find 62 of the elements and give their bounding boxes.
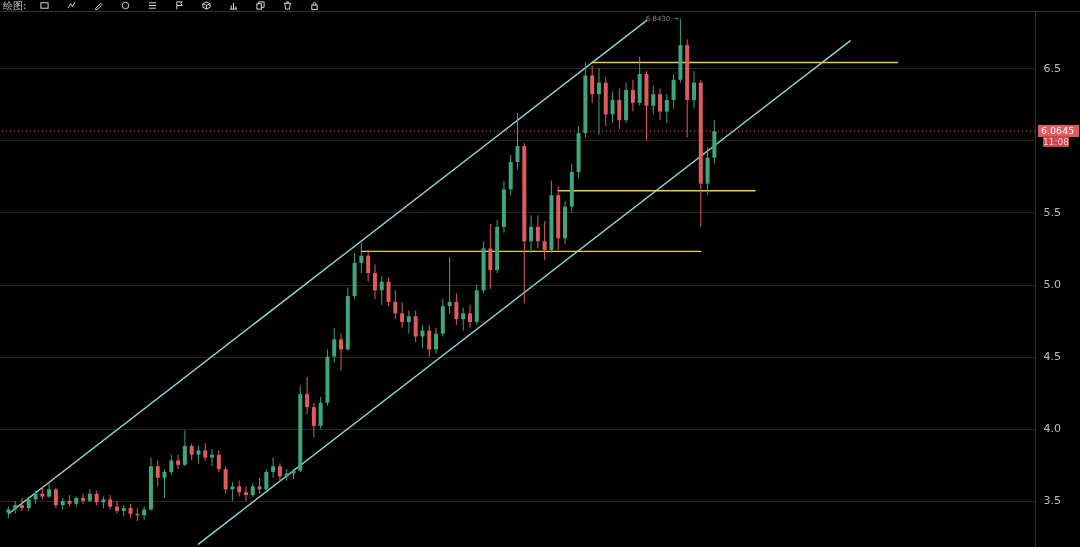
candlestick xyxy=(366,249,371,283)
candlestick xyxy=(318,396,323,430)
text: 11:08 xyxy=(1043,136,1070,147)
candlestick xyxy=(271,457,276,479)
candlestick xyxy=(243,485,248,502)
candlestick xyxy=(630,79,635,112)
candlestick xyxy=(447,256,452,314)
candlestick xyxy=(53,487,58,509)
y-tick-label: 5.5 xyxy=(1043,205,1061,219)
candlestick xyxy=(393,289,398,320)
candlestick xyxy=(277,462,282,482)
candlestick xyxy=(434,327,439,355)
candlestick xyxy=(406,310,411,335)
candlestick xyxy=(305,376,310,415)
candlestick xyxy=(359,242,364,274)
candlestick xyxy=(386,276,391,307)
candlestick xyxy=(617,87,622,130)
candlestick xyxy=(182,429,187,467)
candlestick xyxy=(19,497,24,512)
y-tick-label: 4.0 xyxy=(1043,422,1061,436)
candlestick xyxy=(176,454,181,470)
candlestick xyxy=(379,275,384,306)
candlestick xyxy=(223,465,228,495)
ref-line-label: 6.0645 xyxy=(1041,125,1075,137)
y-tick-label: 6.5 xyxy=(1043,61,1061,75)
text: 绘图: xyxy=(3,0,27,11)
candlestick xyxy=(87,488,92,503)
candlestick xyxy=(664,93,669,124)
candlestick xyxy=(596,67,601,136)
candlestick xyxy=(339,333,344,372)
candlestick xyxy=(155,459,160,487)
candlestick xyxy=(651,85,656,115)
candlestick xyxy=(454,292,459,326)
candlestick xyxy=(81,493,86,505)
candlestick xyxy=(658,87,663,121)
candlestick xyxy=(488,223,493,290)
candlestick xyxy=(332,327,337,363)
candlestick xyxy=(467,304,472,329)
candlestick xyxy=(691,70,696,110)
candlestick xyxy=(400,301,405,329)
candlestick xyxy=(610,90,615,124)
candlestick xyxy=(115,500,119,515)
y-tick-label: 3.5 xyxy=(1043,494,1061,508)
y-tick-label: 5.0 xyxy=(1043,278,1061,292)
y-tick-label: 4.5 xyxy=(1043,350,1061,364)
candlestick xyxy=(542,220,547,261)
candlestick xyxy=(311,402,316,438)
candlestick xyxy=(413,310,418,343)
candlestick xyxy=(461,307,466,332)
candlestick xyxy=(216,449,221,473)
candlestick xyxy=(590,64,595,104)
candlestick xyxy=(169,454,174,476)
candlestick xyxy=(264,468,269,492)
candlestick xyxy=(372,263,377,300)
candlestick xyxy=(515,112,520,170)
candlestick xyxy=(210,448,215,467)
candlestick xyxy=(535,214,540,249)
candlestick xyxy=(671,73,676,110)
candlestick xyxy=(230,481,235,502)
candlestick xyxy=(529,214,534,254)
candlestick xyxy=(427,324,432,358)
candlestick xyxy=(162,468,167,499)
